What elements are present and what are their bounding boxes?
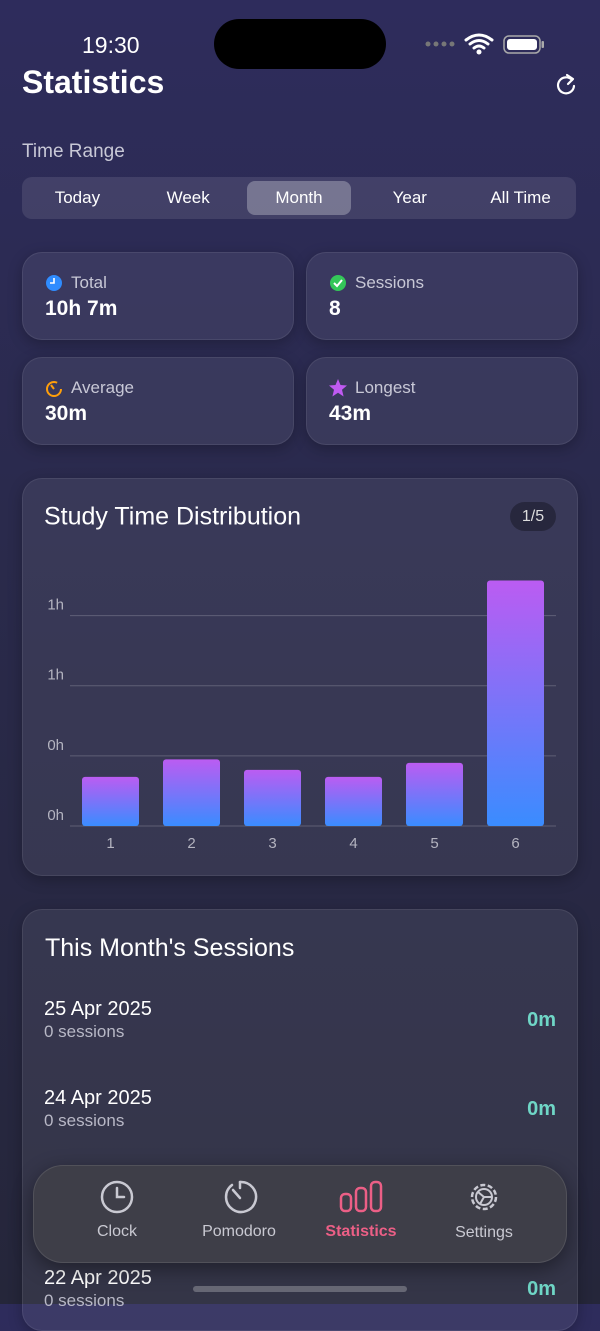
tab-bar: Clock Pomodoro Statistics Settings [33, 1165, 567, 1263]
bar [244, 769, 301, 826]
stat-icon [46, 275, 62, 291]
status-time: 19:30 [82, 32, 140, 58]
dynamic-island [214, 19, 386, 69]
bar [163, 759, 220, 826]
stat-icon [330, 275, 346, 291]
tab-label[interactable]: Pomodoro [202, 1223, 276, 1240]
y-tick-label: 0h [47, 807, 64, 824]
y-tick-label: 0h [47, 737, 64, 754]
session-duration: 0m [527, 1278, 556, 1300]
tab-label[interactable]: Clock [96, 1223, 137, 1240]
range-option[interactable]: All Time [490, 188, 551, 207]
bar [325, 776, 382, 826]
stat-value: 30m [45, 402, 88, 425]
stat-icon [46, 381, 62, 397]
stat-card: Sessions 8 [306, 252, 578, 340]
stat-label: Sessions [355, 273, 424, 292]
page-title: Statistics [22, 64, 165, 100]
y-tick-label: 1h [47, 597, 64, 614]
range-option[interactable]: Year [392, 188, 427, 207]
session-count: 0 sessions [44, 1111, 125, 1130]
settings-icon [470, 1183, 498, 1211]
stat-card: Longest 43m [306, 357, 578, 445]
sessions-title: This Month's Sessions [45, 934, 295, 962]
stat-icon [329, 379, 347, 397]
bar [406, 762, 463, 826]
session-duration: 0m [527, 1009, 556, 1031]
refresh-button[interactable] [554, 71, 578, 97]
clock-icon [100, 1180, 134, 1214]
session-count: 0 sessions [44, 1022, 125, 1041]
x-tick-label: 5 [430, 835, 438, 852]
range-option[interactable]: Month [246, 181, 352, 215]
chart-title: Study Time Distribution [44, 503, 301, 531]
status-icons [425, 33, 544, 55]
bar [487, 580, 544, 826]
stat-card: Total 10h 7m [22, 252, 294, 340]
session-date: 24 Apr 2025 [44, 1087, 152, 1109]
session-date: 25 Apr 2025 [44, 998, 152, 1020]
stat-value: 10h 7m [45, 297, 118, 320]
section-label: Time Range [22, 141, 125, 162]
bar [82, 776, 139, 826]
x-tick-label: 4 [349, 835, 357, 852]
chart-card: Study Time Distribution 1/5 0h 0h 1h 1h 1 2 3 4… [22, 478, 578, 876]
segmented-control: Today Week Month Year All Time [22, 177, 576, 219]
stat-value: 43m [329, 402, 372, 425]
timer-icon [224, 1180, 258, 1214]
range-option[interactable]: Week [166, 188, 210, 207]
session-date: 22 Apr 2025 [44, 1267, 152, 1289]
stats-icon [339, 1180, 383, 1213]
x-tick-label: 2 [187, 835, 195, 852]
page-badge [510, 502, 556, 531]
stat-card: Average 30m [22, 357, 294, 445]
stat-label: Average [71, 378, 135, 397]
x-tick-label: 1 [106, 835, 114, 852]
tab-label[interactable]: Settings [455, 1224, 513, 1241]
stat-label: Total [71, 273, 107, 292]
tab-label[interactable]: Statistics [325, 1223, 397, 1240]
x-tick-label: 6 [511, 835, 519, 852]
x-tick-label: 3 [268, 835, 276, 852]
stat-value: 8 [329, 297, 341, 320]
session-duration: 0m [527, 1098, 556, 1120]
session-count: 0 sessions [44, 1291, 125, 1310]
chart: Study Time Distribution 1/5 0h 0h 1h 1h 1 2 3 4… [44, 502, 556, 852]
home-indicator [193, 1286, 407, 1292]
page-indicator: 1/5 [522, 508, 544, 525]
y-tick-label: 1h [47, 667, 64, 684]
stat-label: Longest [355, 378, 416, 397]
range-option[interactable]: Today [54, 188, 101, 207]
